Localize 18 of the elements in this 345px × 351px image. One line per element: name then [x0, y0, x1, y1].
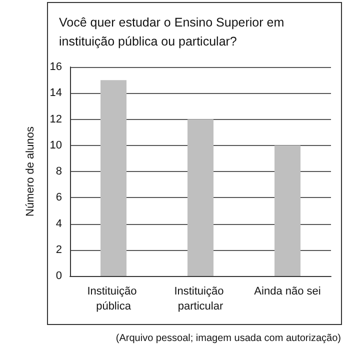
y-tick-label: 12: [50, 113, 62, 126]
bar: [274, 145, 300, 276]
x-tick-label: Instituição pública: [87, 286, 140, 312]
y-tick-label: 14: [50, 87, 62, 100]
y-axis-title: Número de alunos: [24, 126, 36, 216]
y-tick-label: 2: [56, 244, 62, 256]
bar: [188, 119, 214, 276]
y-tick-label: 8: [56, 166, 62, 178]
text: (Arquivo pessoal; imagem usada com autorização): [116, 333, 341, 344]
y-tick-label: 10: [50, 139, 62, 152]
bar: [100, 80, 126, 276]
y-tick-label: 0: [56, 270, 62, 282]
y-tick-label: 16: [50, 61, 62, 73]
y-tick-label: 4: [56, 218, 62, 230]
y-tick-label: 6: [56, 192, 62, 204]
x-tick-label: Ainda não sei: [254, 286, 321, 298]
chart-title: Você quer estudar o Ensino Superior em instituição pública ou particular?: [59, 16, 288, 48]
x-tick-label: Instituição particular: [174, 286, 227, 312]
